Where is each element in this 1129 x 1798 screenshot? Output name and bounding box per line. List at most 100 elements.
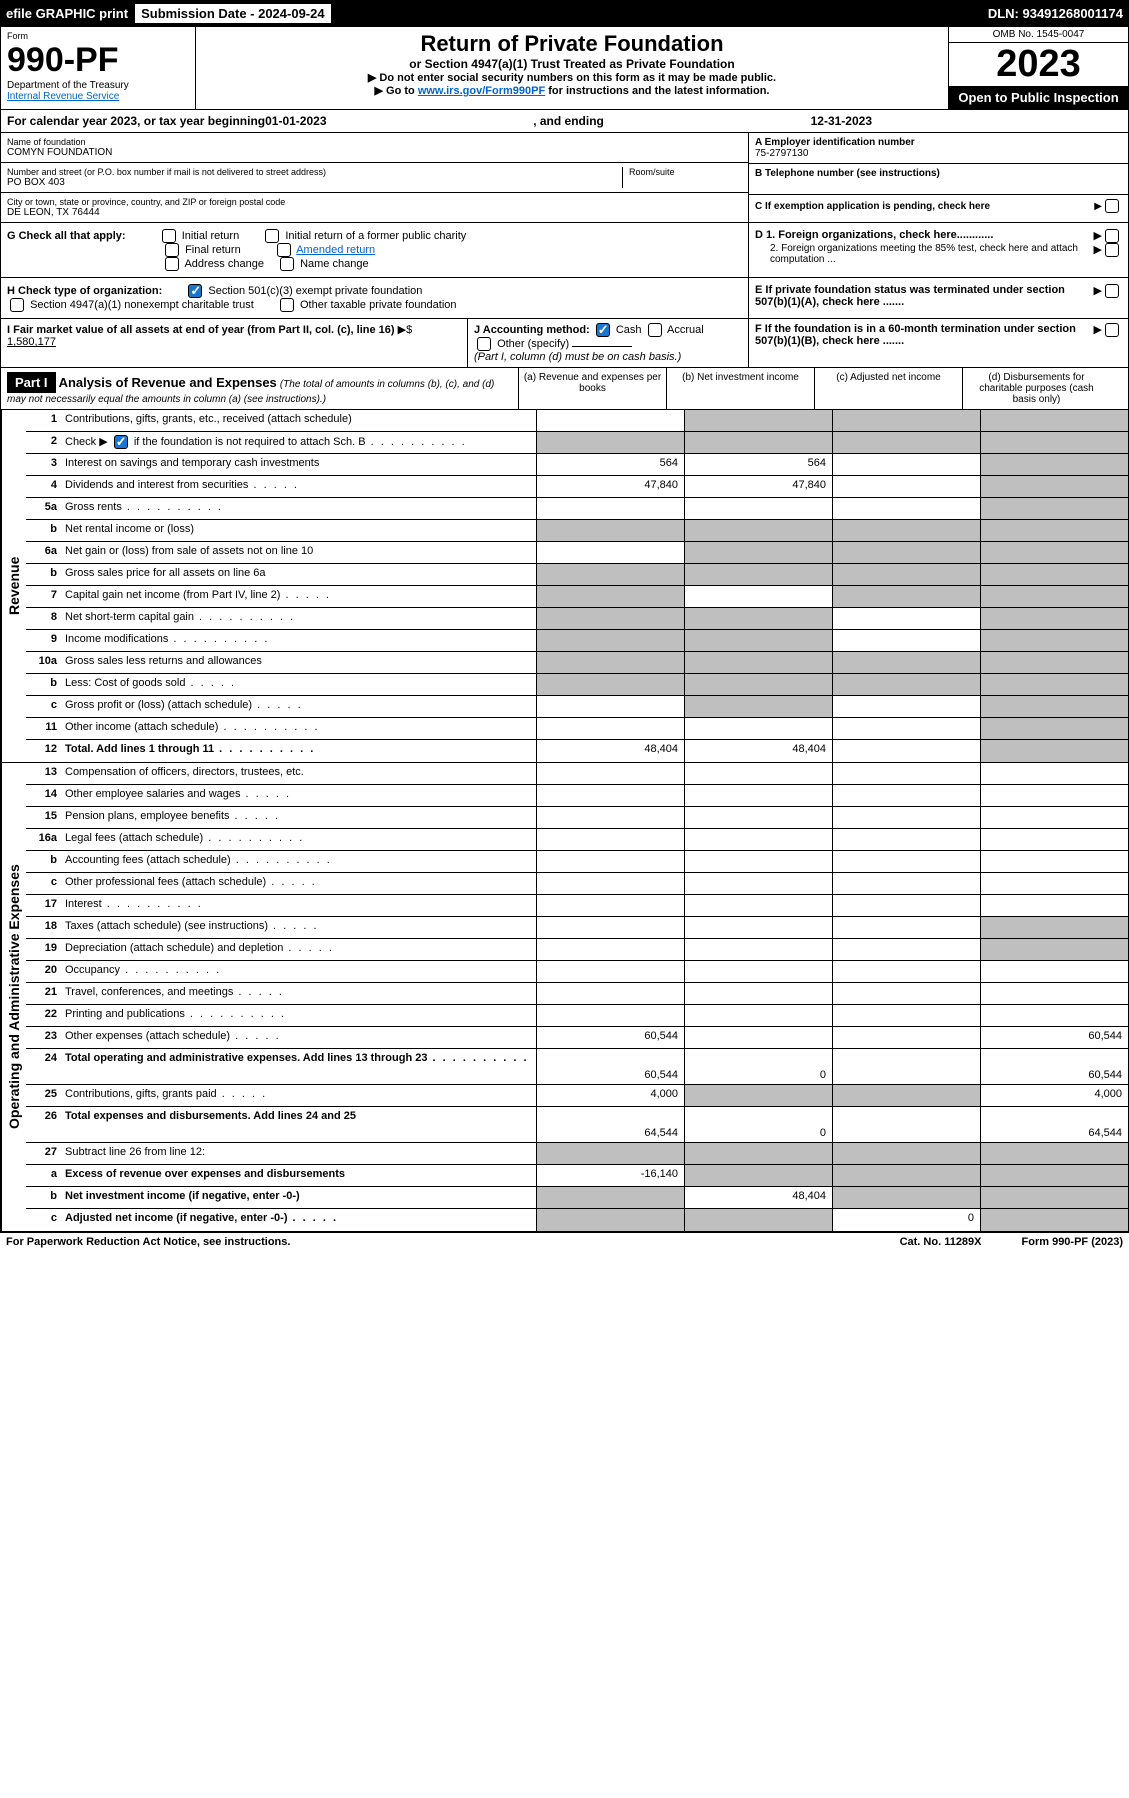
j-other-checkbox[interactable] [477, 337, 491, 351]
num: 8 [26, 608, 61, 629]
cell-b [684, 652, 832, 673]
j-cash-checkbox[interactable] [596, 323, 610, 337]
f-checkbox[interactable] [1105, 323, 1119, 337]
txt: Printing and publications [65, 1008, 185, 1020]
g-opt3[interactable]: Amended return [296, 244, 375, 256]
num: a [26, 1165, 61, 1186]
h-4947-checkbox[interactable] [10, 298, 24, 312]
label: Taxes (attach schedule) (see instruction… [61, 917, 536, 938]
num: 19 [26, 939, 61, 960]
form-right: OMB No. 1545-0047 2023 Open to Public In… [948, 27, 1128, 109]
label: Compensation of officers, directors, tru… [61, 763, 536, 784]
cell-c [832, 410, 980, 431]
part1-header-row: Part I Analysis of Revenue and Expenses … [0, 368, 1129, 410]
cell-d [980, 807, 1128, 828]
txt: Capital gain net income (from Part IV, l… [65, 589, 280, 601]
form-number: 990-PF [7, 41, 189, 80]
cell-c [832, 807, 980, 828]
line-5a: 5aGross rents [26, 498, 1128, 520]
part1-label: Part I [7, 372, 56, 393]
cell-a [536, 1143, 684, 1164]
j-accrual-checkbox[interactable] [648, 323, 662, 337]
cell-b [684, 851, 832, 872]
cell-d [980, 454, 1128, 475]
h-other-checkbox[interactable] [280, 298, 294, 312]
cell-c [832, 520, 980, 541]
cell-c [832, 542, 980, 563]
g-final-checkbox[interactable] [165, 243, 179, 257]
d-section: D 1. Foreign organizations, check here..… [748, 223, 1128, 277]
line-23: 23Other expenses (attach schedule)60,544… [26, 1027, 1128, 1049]
label: Subtract line 26 from line 12: [61, 1143, 536, 1164]
cell-d [980, 564, 1128, 585]
label: Total operating and administrative expen… [61, 1049, 536, 1084]
txt: Dividends and interest from securities [65, 479, 248, 491]
txt: Gross rents [65, 501, 122, 513]
h-label: H Check type of organization: [7, 285, 162, 297]
cell-c [832, 740, 980, 762]
line-11: 11Other income (attach schedule) [26, 718, 1128, 740]
spacer [872, 114, 1122, 128]
h-501c3-checkbox[interactable] [188, 284, 202, 298]
form-link-990pf[interactable]: www.irs.gov/Form990PF [418, 85, 545, 97]
num: 22 [26, 1005, 61, 1026]
g-opt5: Name change [300, 258, 369, 270]
num: 2 [26, 432, 61, 453]
d1-checkbox[interactable] [1105, 229, 1119, 243]
cell-d [980, 873, 1128, 894]
c-checkbox[interactable] [1105, 199, 1119, 213]
e-checkbox[interactable] [1105, 284, 1119, 298]
e-label: E If private foundation status was termi… [755, 284, 1094, 308]
num: b [26, 851, 61, 872]
cell-c [832, 1143, 980, 1164]
num: 11 [26, 718, 61, 739]
cell-c [832, 586, 980, 607]
cell-c [832, 763, 980, 784]
cell-c [832, 961, 980, 982]
cell-c [832, 696, 980, 717]
line-1: 1Contributions, gifts, grants, etc., rec… [26, 410, 1128, 432]
i-j-f-row: I Fair market value of all assets at end… [0, 319, 1129, 368]
expenses-body: 13Compensation of officers, directors, t… [26, 763, 1128, 1231]
cell-d [980, 740, 1128, 762]
line-5b: bNet rental income or (loss) [26, 520, 1128, 542]
cell-b [684, 939, 832, 960]
g-opt1: Initial return of a former public charit… [285, 230, 466, 242]
num: b [26, 520, 61, 541]
g-name-checkbox[interactable] [280, 257, 294, 271]
cell-c [832, 1049, 980, 1084]
line-19: 19Depreciation (attach schedule) and dep… [26, 939, 1128, 961]
schb-checkbox[interactable] [114, 435, 128, 449]
post: if the foundation is not required to att… [134, 436, 366, 448]
cell-b [684, 718, 832, 739]
label: Net investment income (if negative, ente… [61, 1187, 536, 1208]
cell-a [536, 564, 684, 585]
g-initial-former-checkbox[interactable] [265, 229, 279, 243]
num: 10a [26, 652, 61, 673]
c-label: C If exemption application is pending, c… [755, 201, 1094, 212]
revenue-table: Revenue 1Contributions, gifts, grants, e… [0, 410, 1129, 763]
j-accrual: Accrual [667, 324, 704, 336]
cell-b [684, 873, 832, 894]
label: Interest [61, 895, 536, 916]
form-word: Form [7, 31, 189, 41]
label: Net short-term capital gain [61, 608, 536, 629]
cell-c [832, 652, 980, 673]
g-address-checkbox[interactable] [165, 257, 179, 271]
cal-mid: , and ending [327, 114, 811, 128]
cell-a: 60,544 [536, 1027, 684, 1048]
cell-b [684, 895, 832, 916]
cell-a: 47,840 [536, 476, 684, 497]
cell-c [832, 564, 980, 585]
g-amended-checkbox[interactable] [277, 243, 291, 257]
num: b [26, 564, 61, 585]
cell-c [832, 917, 980, 938]
num: 7 [26, 586, 61, 607]
omb-number: OMB No. 1545-0047 [949, 27, 1128, 43]
cell-c [832, 476, 980, 497]
d2-checkbox[interactable] [1105, 243, 1119, 257]
irs-link[interactable]: Internal Revenue Service [7, 91, 189, 102]
g-initial-checkbox[interactable] [162, 229, 176, 243]
label: Occupancy [61, 961, 536, 982]
g-opt2: Final return [185, 244, 241, 256]
